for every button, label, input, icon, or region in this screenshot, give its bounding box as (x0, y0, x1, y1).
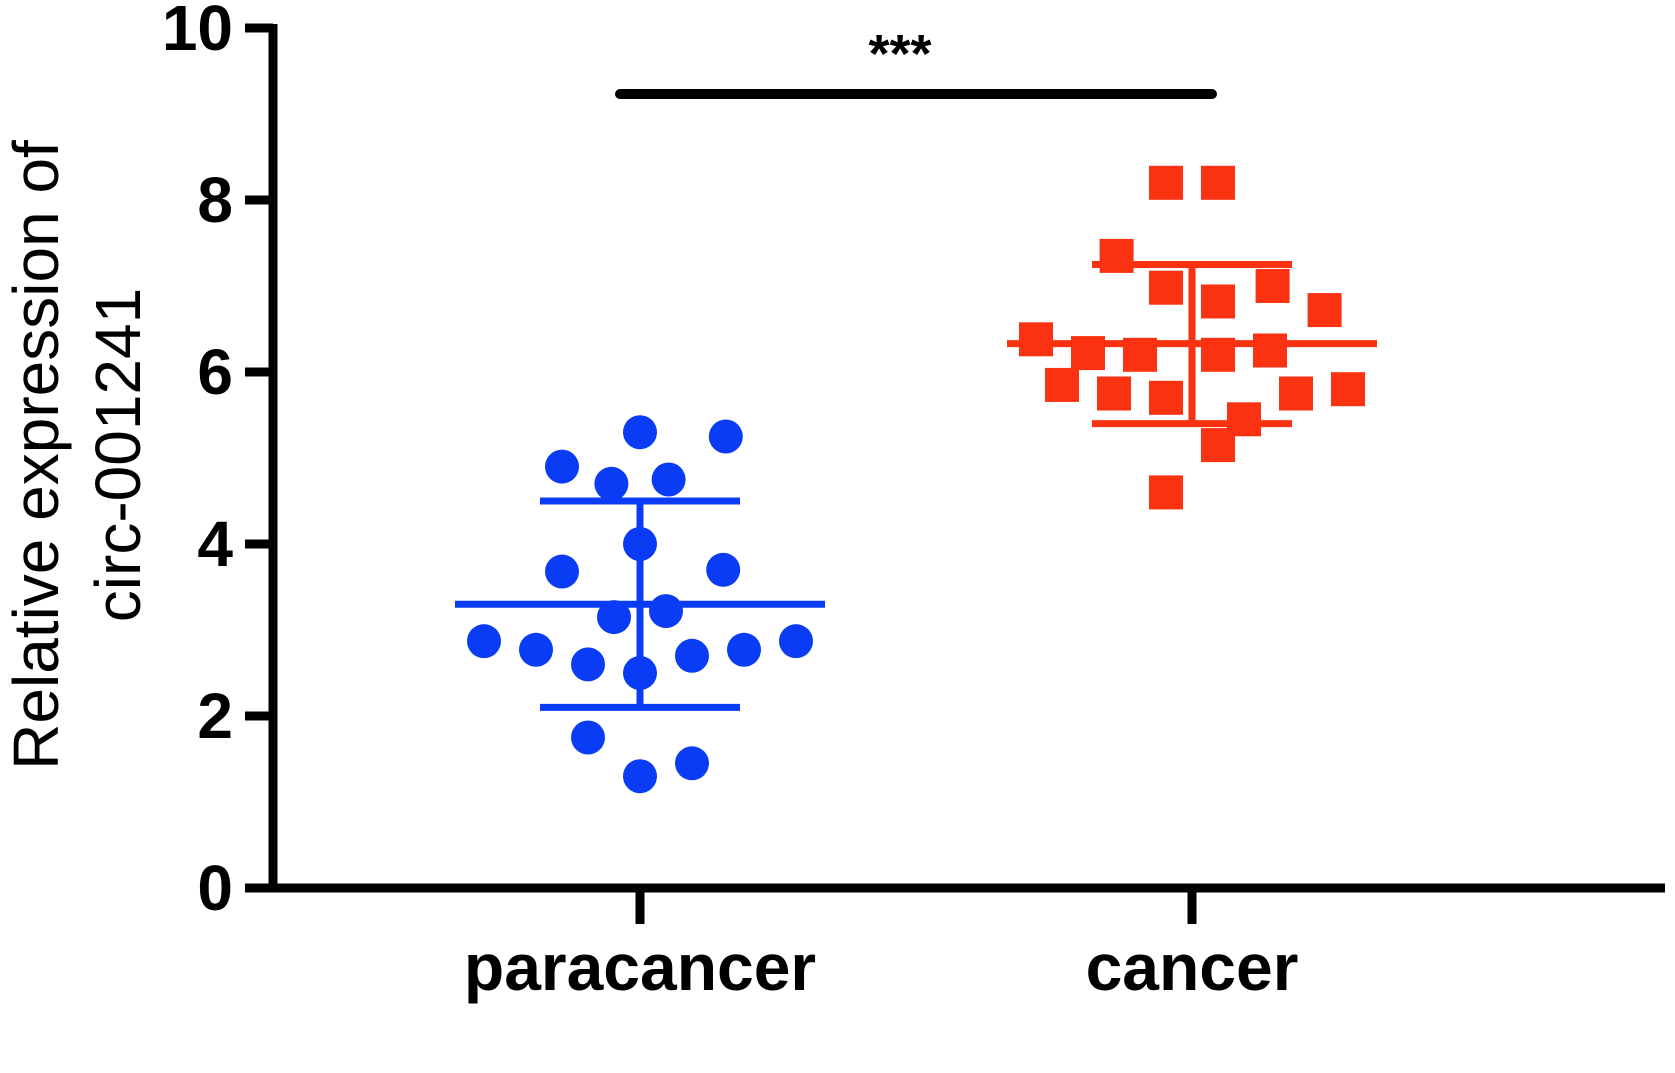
y-axis-ticks: 0 2 4 6 8 10 (162, 0, 273, 924)
y-axis-title-line2: circ-001241 (82, 288, 154, 622)
y-tick-label: 6 (197, 336, 233, 408)
x-category-label: paracancer (464, 930, 816, 1004)
data-point (1071, 336, 1105, 371)
y-tick-label: 8 (197, 164, 233, 236)
data-point (675, 746, 709, 781)
data-point (1279, 376, 1313, 411)
data-point (1099, 238, 1134, 273)
significance-stars: *** (868, 24, 931, 84)
data-point (1097, 376, 1131, 411)
data-point (1123, 337, 1157, 372)
data-point (1149, 475, 1183, 510)
data-point (1201, 284, 1235, 319)
axes (268, 24, 1665, 893)
data-point (1331, 372, 1365, 407)
x-axis-ticks: paracancer cancer (464, 888, 1299, 1004)
data-point (623, 656, 657, 690)
data-point (1307, 293, 1342, 328)
data-point (623, 415, 657, 450)
y-tick-label: 10 (162, 0, 233, 64)
data-point (519, 632, 553, 667)
data-point (649, 594, 683, 629)
data-point (571, 647, 605, 682)
significance-annotation: *** (615, 24, 1217, 99)
y-axis-title-line1: Relative expression of (0, 140, 72, 770)
data-point (1253, 333, 1287, 368)
data-point (623, 759, 657, 794)
data-point (1149, 165, 1183, 200)
series-layer (455, 165, 1377, 794)
data-point (571, 720, 605, 755)
data-point (779, 624, 813, 659)
data-point (727, 632, 761, 667)
data-point (597, 600, 631, 635)
data-point (1019, 322, 1053, 357)
data-point (1255, 269, 1290, 303)
y-tick-label: 4 (197, 508, 233, 580)
data-point (675, 638, 709, 673)
data-point (1201, 428, 1235, 463)
data-point (706, 552, 741, 587)
data-point (545, 449, 579, 484)
data-point (1149, 380, 1183, 415)
data-point (651, 462, 686, 497)
data-point (623, 527, 657, 561)
series-paracancer (455, 415, 825, 794)
data-point (1149, 270, 1183, 305)
data-point (594, 466, 629, 501)
data-point (708, 419, 743, 454)
x-category-label: cancer (1086, 930, 1299, 1004)
y-tick-label: 2 (197, 680, 233, 752)
data-point (545, 554, 579, 589)
data-point (1201, 337, 1235, 372)
y-tick-label: 0 (197, 852, 233, 924)
data-point (1045, 367, 1079, 402)
data-point (1201, 165, 1235, 200)
data-point (467, 624, 501, 659)
y-axis-title: Relative expression of circ-001241 (0, 140, 154, 770)
series-cancer (1007, 165, 1377, 510)
